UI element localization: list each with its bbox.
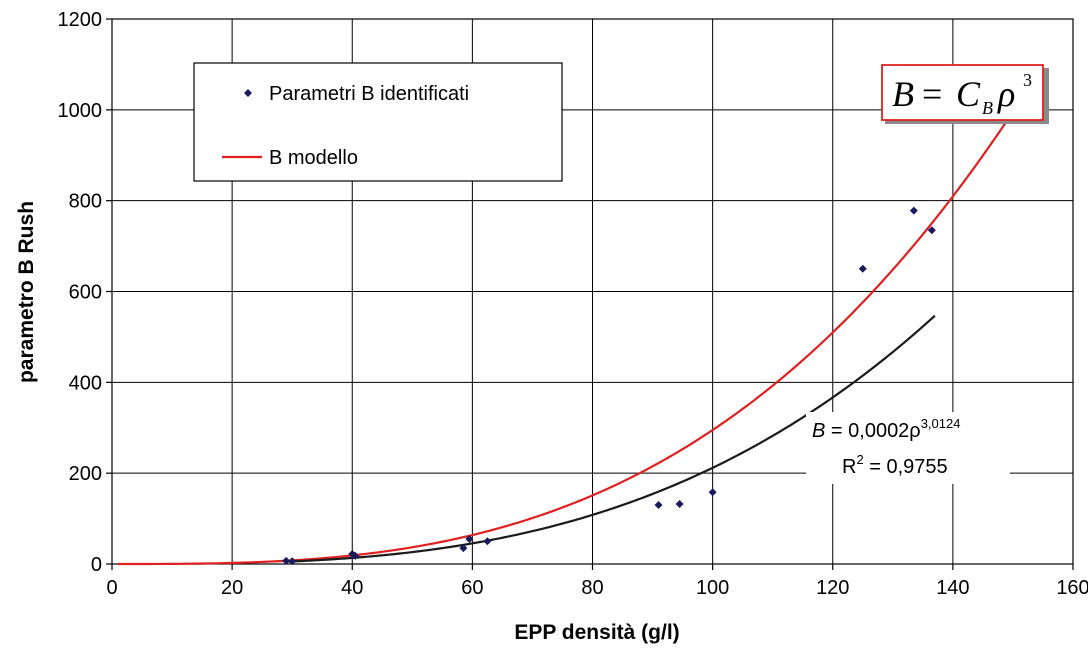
model-formula-box: B = C B ρ 3 (881, 64, 1049, 124)
x-tick-label-80: 80 (581, 577, 603, 599)
series-trendline (286, 314, 936, 563)
fit-equation-box (806, 412, 1010, 484)
x-tick-label-160: 160 (1056, 577, 1088, 599)
model-formula-frame (881, 64, 1044, 121)
y-tick-label-0: 0 (91, 554, 102, 576)
r-squared-exponent: 2 (856, 452, 863, 467)
y-axis-title: parametro B Rush (15, 201, 38, 383)
y-tick-label-600: 600 (69, 282, 102, 304)
x-tick-label-140: 140 (936, 577, 969, 599)
x-tick-label-40: 40 (341, 577, 363, 599)
model-formula-subscript: B (982, 98, 993, 118)
y-tick-label-400: 400 (69, 372, 102, 394)
legend-marker-diamond (244, 89, 252, 97)
data-point (654, 500, 663, 509)
data-point (909, 206, 918, 215)
x-tick-label-60: 60 (461, 577, 483, 599)
model-formula-equals: = (922, 74, 942, 114)
x-axis-ticks: 0 20 40 60 80 100 120 140 160 (106, 564, 1088, 599)
y-tick-label-800: 800 (69, 191, 102, 213)
data-point (927, 226, 936, 235)
data-point (282, 556, 291, 565)
legend: Parametri B identificati B modello (193, 62, 563, 182)
model-formula-lhs: B (892, 74, 914, 114)
r-squared-value: = 0,9755 (864, 456, 948, 478)
fit-equation-label: B = 0,0002ρ3,0124 R2 = 0,9755 (806, 412, 1010, 484)
legend-box (193, 62, 563, 182)
data-point (483, 537, 492, 546)
x-tick-label-0: 0 (106, 577, 117, 599)
model-formula-coefficient: C (956, 74, 981, 114)
data-point (351, 551, 360, 560)
fit-equation-prefix: B (812, 420, 825, 442)
y-tick-label-1000: 1000 (58, 100, 103, 122)
data-point (459, 544, 468, 553)
data-point (288, 557, 297, 566)
model-formula-variable: ρ (997, 74, 1015, 114)
data-point (858, 264, 867, 273)
data-point (675, 500, 684, 509)
y-axis-ticks: 0 200 400 600 800 1000 1200 (58, 9, 112, 576)
fit-equation: B = 0,0002ρ3,0124 (812, 416, 960, 442)
r-squared: R2 = 0,9755 (842, 452, 948, 478)
y-tick-label-200: 200 (69, 463, 102, 485)
fit-equation-exponent: 3,0124 (921, 416, 961, 431)
x-tick-label-120: 120 (816, 577, 849, 599)
legend-label-parametri: Parametri B identificati (269, 83, 469, 105)
x-tick-label-20: 20 (221, 577, 243, 599)
legend-label-b-modello: B modello (269, 147, 358, 169)
data-point (708, 488, 717, 497)
data-point (465, 535, 474, 544)
r-squared-label: R (842, 456, 856, 478)
series-points-parametri-b (282, 206, 936, 566)
x-tick-label-100: 100 (696, 577, 729, 599)
fit-equation-body: = 0,0002ρ (825, 420, 920, 442)
series-line-b-modello (118, 111, 1014, 566)
y-tick-label-1200: 1200 (58, 9, 103, 31)
x-axis-title: EPP densità (g/l) (514, 621, 679, 644)
model-formula-exponent: 3 (1023, 70, 1032, 90)
